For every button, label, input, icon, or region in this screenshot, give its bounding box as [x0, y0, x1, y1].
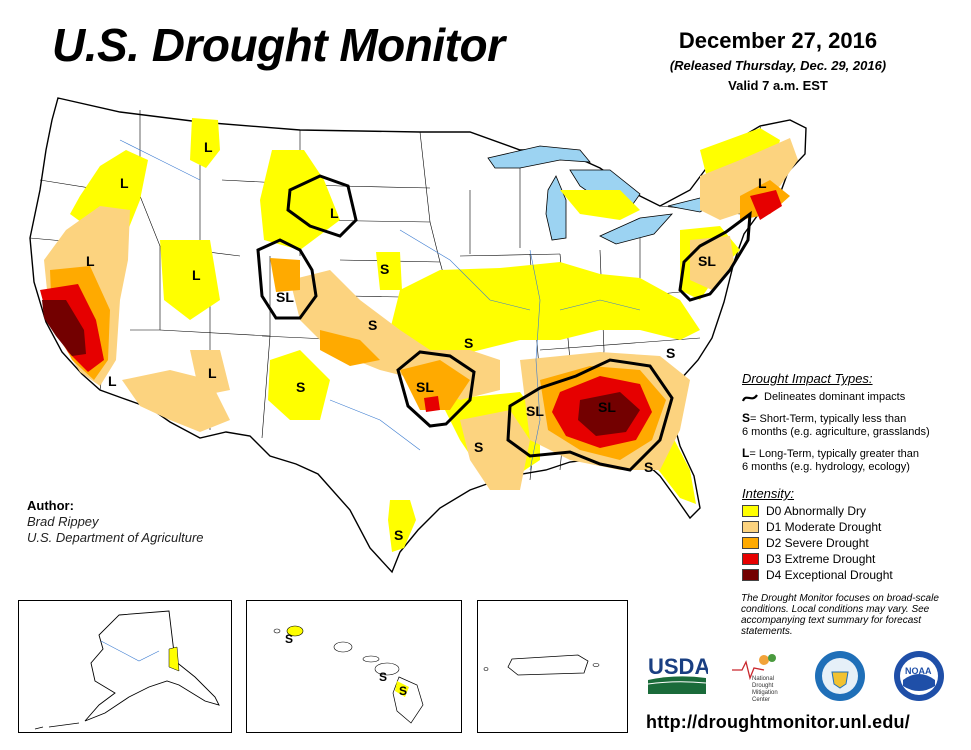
legend-label: D1 Moderate Drought — [766, 520, 882, 534]
legend-label: D0 Abnormally Dry — [766, 504, 867, 518]
impact-label: SL — [598, 399, 616, 415]
impact-label: SL — [276, 289, 294, 305]
noaa-text: NOAA — [905, 666, 932, 676]
impact-label: S — [464, 335, 473, 351]
impact-l-text-2: 6 months (e.g. hydrology, ecology) — [742, 461, 910, 473]
impact-label: L — [208, 365, 217, 381]
legend-swatch — [742, 537, 759, 549]
legend-label: D3 Extreme Drought — [766, 552, 876, 566]
valid-time: Valid 7 a.m. EST — [728, 78, 828, 93]
ndmc-logo: National Drought Mitigation Center — [728, 648, 804, 706]
impact-label: L — [758, 175, 767, 191]
legend-swatch — [742, 553, 759, 565]
impact-label: S — [666, 345, 675, 361]
legend-label: D4 Exceptional Drought — [766, 568, 893, 582]
impact-label: S — [399, 684, 407, 698]
d4-areas — [42, 300, 640, 436]
puerto-rico-inset — [477, 600, 628, 733]
rivers — [119, 139, 641, 471]
ndmc-text-1: National — [752, 676, 774, 682]
legend-item-d0: D0 Abnormally Dry — [742, 503, 962, 519]
impact-s-row: S= Short-Term, typically less than 6 mon… — [742, 412, 967, 439]
release-date: (Released Thursday, Dec. 29, 2016) — [669, 58, 887, 73]
impact-label: S — [474, 439, 483, 455]
author-label: Author: — [27, 498, 74, 513]
ndmc-text-4: Center — [752, 697, 770, 703]
usda-text: USDA — [648, 654, 708, 679]
impact-l-row: L= Long-Term, typically greater than 6 m… — [742, 447, 967, 474]
impact-label: L — [86, 253, 95, 269]
impact-label: L — [192, 267, 201, 283]
impact-label: L — [108, 373, 117, 389]
impact-l-key: L — [742, 446, 750, 460]
author-org: U.S. Department of Agriculture — [27, 530, 204, 545]
legend-item-d1: D1 Moderate Drought — [742, 519, 962, 535]
intensity-heading: Intensity: — [742, 486, 795, 501]
author-block: Author: Brad Rippey U.S. Department of A… — [27, 498, 204, 546]
legend-label: D2 Severe Drought — [766, 536, 869, 550]
legend-swatch — [742, 521, 759, 533]
commerce-seal-logo — [814, 650, 866, 702]
impact-legend: Drought Impact Types: Delineates dominan… — [742, 372, 967, 482]
impact-label: L — [330, 205, 339, 221]
hawaii-inset: S S S — [246, 600, 462, 733]
impact-label: L — [204, 139, 213, 155]
impact-label: S — [368, 317, 377, 333]
intensity-legend: Intensity: D0 Abnormally Dry D1 Moderate… — [742, 486, 962, 583]
legend-swatch — [742, 569, 759, 581]
impact-label: L — [120, 175, 129, 191]
legend-item-d3: D3 Extreme Drought — [742, 551, 962, 567]
impact-label: SL — [416, 379, 434, 395]
legend-item-d4: D4 Exceptional Drought — [742, 567, 962, 583]
ndmc-text-2: Drought — [752, 683, 774, 689]
impact-s-key: S — [742, 411, 751, 425]
alaska-map — [34, 610, 220, 730]
impact-line-text: Delineates dominant impacts — [764, 391, 906, 403]
impact-label: S — [380, 261, 389, 277]
hawaii-map: S S S — [273, 625, 424, 724]
impact-label: S — [394, 527, 403, 543]
legend-item-d2: D2 Severe Drought — [742, 535, 962, 551]
impact-l-text-1: = Long-Term, typically greater than — [749, 448, 920, 460]
disclaimer-note: The Drought Monitor focuses on broad-sca… — [741, 593, 939, 637]
alaska-inset — [18, 600, 232, 733]
impact-label: S — [285, 632, 293, 646]
map-title: U.S. Drought Monitor — [52, 19, 505, 71]
author-name: Brad Rippey — [27, 514, 99, 529]
impact-s-text-1: = Short-Term, typically less than — [750, 413, 907, 425]
impact-boundaries — [256, 174, 752, 472]
impact-label: SL — [698, 253, 716, 269]
impact-line-row: Delineates dominant impacts — [742, 391, 967, 404]
impact-label: S — [644, 459, 653, 475]
impact-label: SL — [526, 403, 544, 419]
legend-swatch — [742, 505, 759, 517]
ndmc-text-3: Mitigation — [752, 690, 778, 696]
source-url[interactable]: http://droughtmonitor.unl.edu/ — [646, 712, 910, 732]
impact-s-text-2: 6 months (e.g. agriculture, grasslands) — [742, 426, 930, 438]
impact-label: S — [379, 670, 387, 684]
impact-heading: Drought Impact Types: — [742, 371, 873, 386]
puerto-rico-map — [483, 654, 600, 676]
noaa-logo: NOAA — [893, 650, 945, 702]
usda-logo: USDA — [646, 650, 710, 696]
impact-line-icon — [742, 393, 758, 402]
map-date: December 27, 2016 — [678, 28, 878, 53]
impact-label: S — [296, 379, 305, 395]
